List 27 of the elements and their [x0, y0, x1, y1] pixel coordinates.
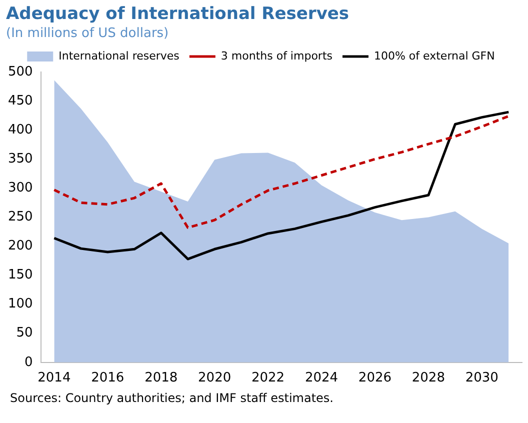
- x-tick-label: 2028: [412, 370, 445, 386]
- x-tick-label: 2018: [144, 370, 178, 386]
- y-tick-label: 250: [8, 210, 33, 225]
- y-tick-label: 300: [8, 180, 33, 196]
- y-tick-label: 50: [16, 326, 33, 341]
- x-tick-label: 2030: [465, 370, 498, 386]
- y-tick-label: 500: [8, 64, 33, 80]
- line-series: [52, 114, 510, 229]
- x-tick-label: 2020: [198, 370, 232, 386]
- chart-title: Adequacy of International Reserves: [5, 3, 350, 24]
- legend-label: 100% of external GFN: [374, 49, 495, 62]
- x-tick-label: 2016: [91, 370, 124, 386]
- source-note: Sources: Country authorities; and IMF staff estimates.: [9, 390, 334, 405]
- y-tick-label: 400: [8, 122, 33, 138]
- y-tick-label: 350: [8, 151, 33, 166]
- chart-subtitle: (In millions of US dollars): [5, 25, 170, 41]
- x-tick-label: 2026: [358, 370, 392, 386]
- y-tick-label: 450: [8, 93, 33, 108]
- x-tick-label: 2022: [251, 370, 285, 386]
- y-tick-label: 200: [8, 238, 33, 254]
- y-tick-label: 100: [8, 296, 33, 312]
- y-tick-label: 150: [8, 268, 33, 283]
- legend-label: 3 months of imports: [220, 49, 333, 62]
- legend-label: International reserves: [58, 49, 180, 62]
- x-tick-label: 2024: [304, 370, 338, 386]
- x-tick-label: 2014: [38, 370, 71, 386]
- y-tick-label: 0: [24, 354, 33, 370]
